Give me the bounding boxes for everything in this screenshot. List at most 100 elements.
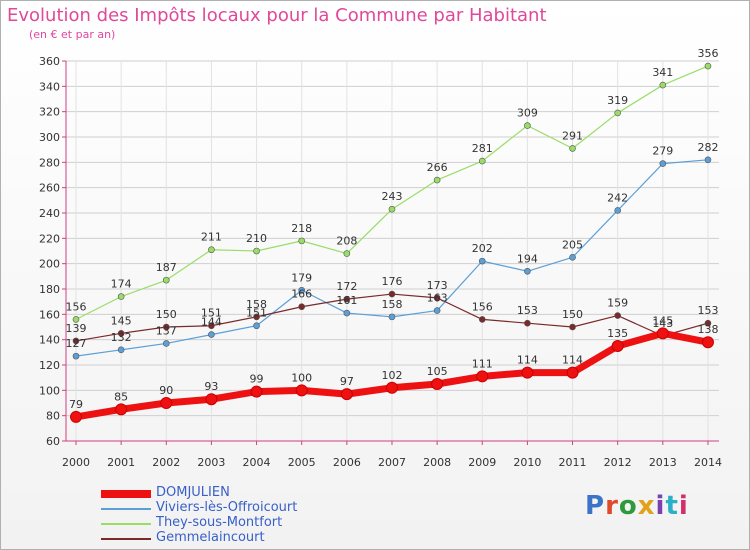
- y-tick-label: 100: [39, 384, 60, 397]
- x-tick-label: 2001: [107, 456, 135, 469]
- data-label: 194: [517, 252, 538, 265]
- data-point: [250, 385, 263, 398]
- data-label: 85: [114, 390, 128, 403]
- x-tick-label: 2003: [197, 456, 225, 469]
- y-tick-label: 200: [39, 258, 60, 271]
- data-label: 291: [562, 129, 583, 142]
- data-label: 151: [246, 307, 267, 320]
- data-point: [115, 403, 128, 416]
- data-point: [388, 290, 396, 298]
- x-tick-label: 2009: [468, 456, 496, 469]
- data-point: [298, 286, 306, 294]
- legend-label: Viviers-lès-Offroicourt: [156, 500, 298, 515]
- data-label: 356: [697, 47, 718, 60]
- data-point: [340, 388, 353, 401]
- data-point: [478, 257, 486, 265]
- data-label: 210: [246, 232, 267, 245]
- data-label: 132: [111, 331, 132, 344]
- x-tick-label: 2002: [152, 456, 180, 469]
- y-tick-label: 300: [39, 131, 60, 144]
- data-point: [478, 157, 486, 165]
- data-label: 138: [697, 323, 718, 336]
- y-tick-label: 340: [39, 80, 60, 93]
- brand-letter: i: [655, 491, 666, 521]
- data-label: 150: [562, 308, 583, 321]
- brand-letter: P: [585, 491, 606, 521]
- data-label: 114: [517, 354, 538, 367]
- data-label: 176: [381, 275, 402, 288]
- data-point: [566, 366, 579, 379]
- data-point: [298, 237, 306, 245]
- data-label: 111: [472, 357, 493, 370]
- data-label: 208: [336, 235, 357, 248]
- data-point: [160, 397, 173, 409]
- data-point: [614, 109, 621, 117]
- data-label: 153: [697, 304, 718, 317]
- data-label: 159: [607, 297, 628, 310]
- data-point: [343, 250, 351, 257]
- data-label: 156: [472, 300, 493, 313]
- data-point: [205, 393, 218, 406]
- y-tick-label: 280: [39, 156, 60, 169]
- data-label: 172: [336, 280, 357, 293]
- y-tick-label: 220: [39, 232, 60, 245]
- x-tick-label: 2008: [423, 456, 451, 469]
- data-point: [701, 336, 714, 349]
- data-label: 202: [472, 242, 493, 255]
- data-point: [72, 316, 80, 323]
- data-label: 243: [381, 190, 402, 203]
- data-point: [524, 267, 531, 275]
- data-label: 143: [652, 317, 673, 330]
- legend-swatch: [101, 490, 151, 498]
- data-point: [208, 331, 215, 338]
- y-tick-label: 140: [39, 334, 60, 347]
- data-point: [478, 316, 486, 323]
- data-point: [704, 62, 712, 70]
- x-tick-label: 2007: [378, 456, 406, 469]
- data-point: [388, 313, 396, 321]
- data-point: [343, 309, 351, 317]
- y-tick-label: 320: [39, 106, 60, 119]
- data-point: [659, 81, 667, 89]
- data-point: [253, 313, 260, 321]
- y-tick-label: 160: [39, 308, 60, 321]
- data-label: 144: [201, 316, 222, 329]
- data-label: 187: [156, 261, 177, 274]
- data-point: [70, 410, 82, 423]
- data-label: 127: [66, 337, 87, 350]
- y-tick-label: 120: [39, 359, 60, 372]
- y-tick-label: 240: [39, 207, 60, 220]
- data-point: [208, 322, 215, 330]
- y-tick-label: 80: [46, 410, 60, 423]
- data-point: [569, 145, 576, 152]
- x-tick-label: 2005: [288, 456, 316, 469]
- data-point: [162, 276, 170, 284]
- data-point: [385, 381, 398, 394]
- data-label: 166: [291, 288, 312, 301]
- data-point: [704, 319, 712, 327]
- data-label: 150: [156, 308, 177, 321]
- data-label: 151: [201, 307, 222, 320]
- x-tick-label: 2014: [694, 456, 722, 469]
- data-label: 161: [336, 294, 357, 307]
- data-point: [476, 370, 489, 383]
- data-label: 281: [472, 142, 493, 155]
- data-point: [524, 319, 531, 327]
- data-label: 139: [66, 322, 87, 335]
- y-tick-label: 180: [39, 283, 60, 296]
- x-tick-label: 2004: [243, 456, 271, 469]
- data-point: [431, 378, 444, 390]
- data-label: 158: [381, 298, 402, 311]
- data-label: 145: [111, 314, 132, 327]
- data-label: 211: [201, 231, 222, 244]
- data-point: [433, 294, 441, 302]
- brand-letter: t: [665, 491, 679, 521]
- brand-letter: o: [618, 491, 638, 521]
- data-label: 90: [159, 384, 173, 397]
- data-label: 137: [156, 324, 177, 337]
- data-label: 100: [291, 371, 312, 384]
- data-point: [388, 205, 396, 213]
- chart-title: Evolution des Impôts locaux pour la Comm…: [7, 5, 547, 26]
